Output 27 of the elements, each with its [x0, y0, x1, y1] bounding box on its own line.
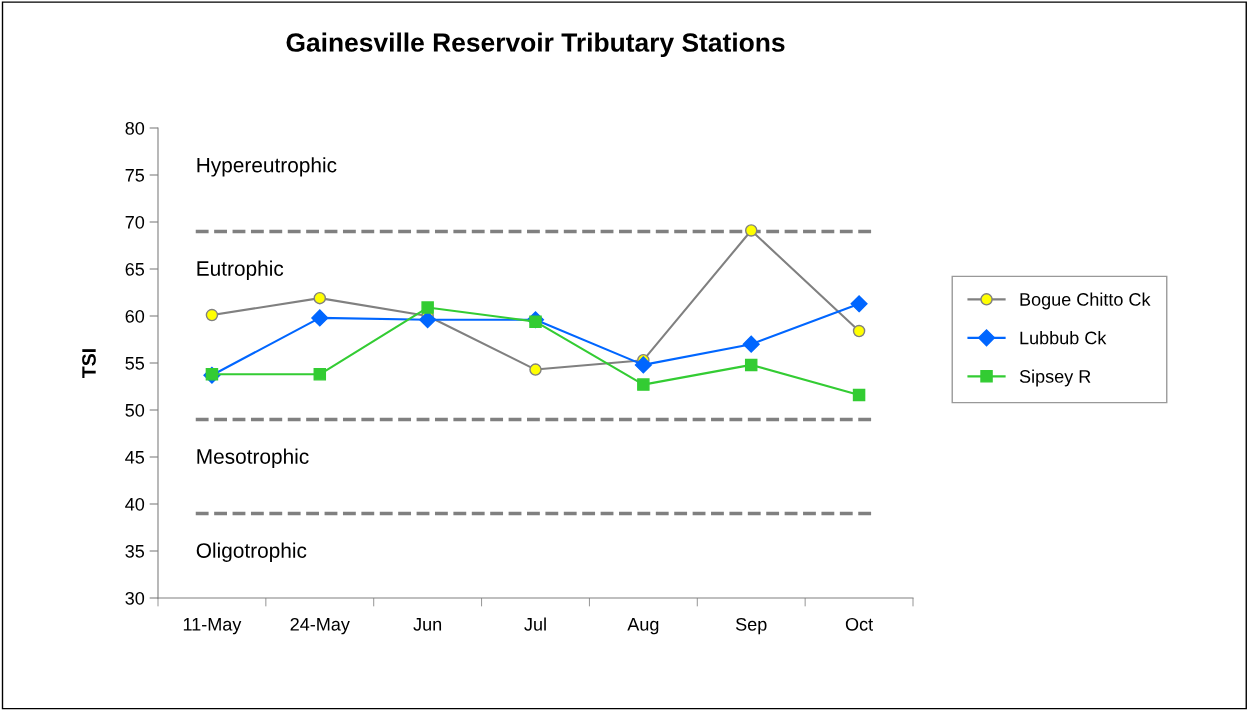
annotation: Oligotrophic — [196, 542, 307, 562]
y-tick-label: 80 — [125, 121, 145, 135]
x-tick-label: Aug — [627, 618, 659, 635]
y-tick-label: 75 — [125, 169, 145, 182]
y-tick-label: 45 — [125, 451, 145, 464]
x-tick-label: Oct — [845, 617, 873, 631]
x-tick-label: Sep — [735, 617, 767, 635]
x-tick-label: 24-May — [290, 617, 350, 635]
chart-title: Gainesville Reservoir Tributary Stations — [286, 32, 785, 58]
annotation: Mesotrophic — [197, 448, 309, 468]
x-tick-label: Jul — [524, 617, 546, 631]
y-tick-label: 70 — [125, 215, 145, 229]
annotation: Eutrophic — [197, 260, 284, 280]
y-tick-label: 55 — [125, 357, 145, 370]
x-tick-label: Jun — [413, 618, 442, 631]
y-tick-label: 35 — [125, 544, 145, 558]
y-tick-label: 50 — [125, 403, 145, 417]
y-tick-label: 40 — [125, 497, 145, 511]
y-tick-label: 65 — [125, 262, 145, 276]
legend-label: Lubbub Ck — [1020, 331, 1107, 345]
legend-label: Bogue Chitto Ck — [1020, 292, 1151, 310]
y-axis-title: TSI — [82, 349, 96, 378]
y-tick-label: 60 — [125, 309, 145, 323]
x-tick-label: 11-May — [183, 618, 242, 635]
legend-label: Sipsey R — [1019, 369, 1091, 387]
annotation: Hypereutrophic — [197, 157, 337, 177]
y-tick-label: 30 — [125, 591, 145, 605]
